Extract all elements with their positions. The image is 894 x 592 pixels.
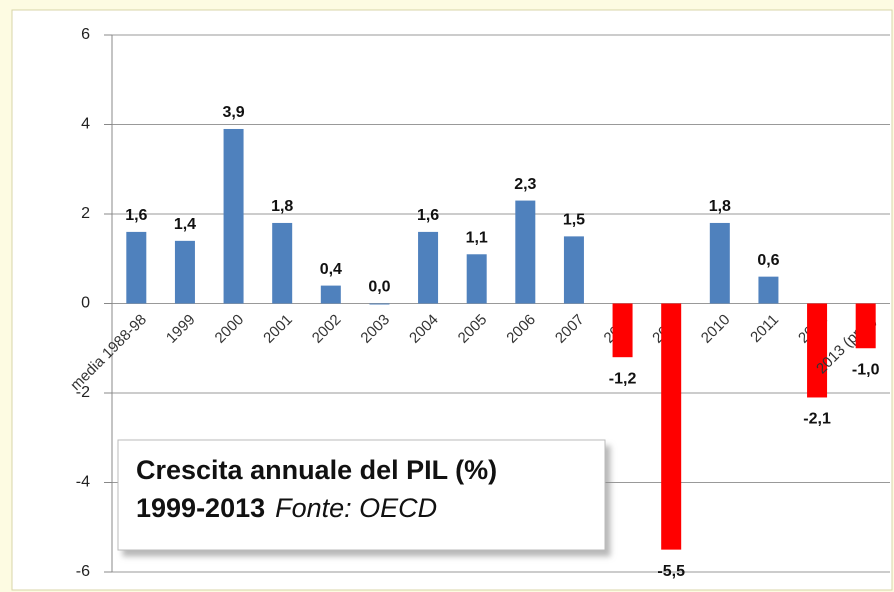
title-box: Crescita annuale del PIL (%) 1999-2013 Fo… (117, 439, 606, 551)
value-label: -1,0 (852, 361, 880, 378)
value-label: 1,6 (125, 207, 147, 224)
bar (320, 285, 341, 304)
y-tick-label: -6 (76, 563, 90, 580)
value-label: -5,5 (657, 563, 685, 580)
value-label: 0,6 (757, 252, 779, 269)
value-label: 1,4 (174, 216, 196, 233)
bar (855, 303, 876, 349)
value-label: 1,1 (466, 229, 488, 246)
title-box-bg (117, 439, 606, 551)
value-label: 1,8 (709, 198, 731, 215)
bar (174, 240, 195, 304)
bar (272, 222, 293, 304)
value-label: -2,1 (803, 411, 831, 428)
chart-title: Crescita annuale del PIL (%) (136, 455, 497, 485)
source: Fonte: OECD (275, 493, 437, 523)
value-label: -1,2 (609, 370, 637, 387)
value-label: 2,3 (514, 176, 536, 193)
bar (709, 222, 730, 304)
subtitle: 1999-2013 (136, 493, 265, 523)
bar (807, 303, 828, 398)
value-label: 3,9 (222, 104, 244, 121)
value-label: 1,5 (563, 212, 585, 229)
subtitle-line: 1999-2013 Fonte: OECD (136, 493, 437, 523)
bar (466, 254, 487, 304)
value-label: 0,4 (320, 261, 342, 278)
bar (563, 236, 584, 304)
value-label: 0,0 (368, 279, 390, 296)
y-tick-label: 6 (81, 26, 90, 43)
value-label: 1,6 (417, 207, 439, 224)
y-tick-label: 4 (81, 116, 90, 133)
bar (223, 128, 244, 304)
y-tick-label: 0 (81, 295, 90, 312)
y-tick-label: -4 (76, 474, 90, 491)
bar (369, 303, 390, 305)
bar (612, 303, 633, 358)
bar (515, 200, 536, 304)
bar (758, 276, 779, 304)
bar (126, 231, 147, 304)
y-tick-label: -2 (76, 384, 90, 401)
y-tick-label: 2 (81, 205, 90, 222)
value-label: 1,8 (271, 198, 293, 215)
bar (661, 303, 682, 550)
bar (418, 231, 439, 304)
